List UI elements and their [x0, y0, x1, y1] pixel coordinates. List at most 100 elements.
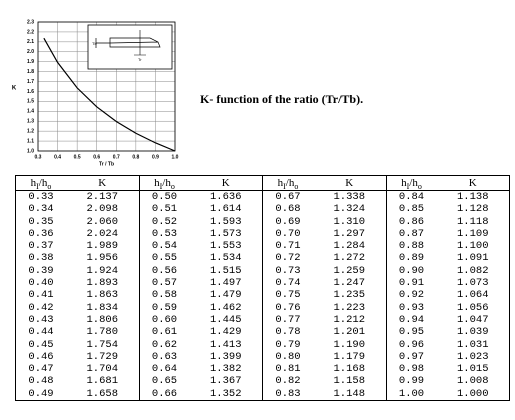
table-cell: 1.247: [313, 277, 387, 290]
table-row: 0.33 2.137 0.50 1.636 0.67 1.338 0.84 1.138: [16, 190, 510, 204]
annotation: Tb: [92, 41, 97, 46]
y-tick-label: 1.2: [27, 128, 34, 134]
table-cell: 1.109: [436, 227, 510, 241]
table-row: 0.46 1.729 0.63 1.399 0.80 1.179 0.97 1.023: [16, 350, 510, 364]
table-cell: 1.399: [189, 350, 263, 364]
header-part: o: [417, 182, 422, 192]
table-cell: 0.92: [398, 289, 425, 302]
inset-arrow: [134, 30, 146, 56]
caption: K- function of the ratio (Tr/Tb).: [200, 92, 364, 106]
table-row: 0.40 1.893 0.57 1.497 0.74 1.247 0.91 1.073: [16, 277, 510, 290]
table-cell: 1.212: [313, 313, 387, 327]
table-cell: 0.76: [275, 301, 301, 314]
table-row: 0.41 1.863 0.58 1.479 0.75 1.235 0.92 1.064: [16, 289, 510, 302]
table-cell: 1.593: [189, 215, 263, 228]
table-cell: 1.047: [436, 313, 510, 327]
table-cell: 1.553: [189, 240, 263, 253]
table-row: 0.36 2.024 0.53 1.573 0.70 1.297 0.87 1.109: [16, 227, 510, 241]
header-part: h: [30, 176, 37, 189]
table-cell: 0.90: [398, 264, 425, 277]
table-cell: 0.40: [28, 277, 54, 290]
table-cell: 1.091: [436, 252, 510, 265]
x-tick-label: 0.4: [54, 154, 61, 160]
table-cell: 1.064: [436, 289, 510, 302]
x-tick-label: 0.9: [152, 154, 159, 160]
header-cell: K: [313, 175, 387, 191]
table-cell: 0.98: [398, 363, 425, 376]
header-cell: hI/ho: [262, 175, 313, 192]
x-tick-label: 0.3: [35, 154, 42, 160]
table-cell: 0.86: [398, 215, 425, 228]
table-cell: 1.382: [189, 363, 263, 376]
table-cell: 0.56: [151, 264, 178, 277]
table-cell: 1.272: [313, 252, 387, 265]
table-cell: 1.284: [313, 240, 387, 253]
y-tick-label: 2.0: [27, 49, 34, 55]
table-cell: 0.84: [398, 191, 425, 203]
table-cell: 0.43: [28, 313, 54, 326]
table-cell: 1.324: [313, 203, 387, 216]
y-tick-label: 1.3: [27, 119, 34, 125]
table-cell: 0.81: [275, 363, 301, 376]
table-cell: 1.073: [436, 277, 510, 290]
table-cell: 1.534: [189, 252, 263, 265]
table-cell: 1.082: [436, 264, 510, 278]
table-row: 0.48 1.681 0.65 1.367 0.82 1.158 0.99 1.008: [16, 375, 510, 388]
table-cell: 0.60: [151, 313, 178, 326]
header-part: /h: [409, 176, 418, 189]
table-cell: 1.479: [189, 289, 263, 302]
table-cell: 1.201: [313, 326, 387, 339]
x-tick-label: 0.5: [74, 154, 81, 160]
table-row: 0.49 1.658 0.66 1.352 0.83 1.148 1.00 1.000: [16, 387, 510, 401]
table-cell: 0.35: [28, 215, 54, 228]
table-cell: 1.100: [436, 240, 510, 253]
table-cell: 2.060: [66, 215, 140, 228]
table-cell: 1.573: [189, 227, 263, 241]
table-cell: 0.55: [151, 252, 178, 265]
x-tick-label: 0.7: [113, 154, 120, 160]
y-tick-label: 1.8: [27, 69, 34, 75]
table-cell: 1.658: [66, 387, 140, 401]
table-cell: 1.956: [66, 252, 140, 265]
table-cell: 0.46: [28, 350, 54, 363]
table-cell: 0.33: [28, 191, 54, 203]
table-cell: 1.168: [313, 363, 387, 376]
table-cell: 0.74: [275, 277, 301, 290]
table-cell: 1.497: [189, 277, 263, 290]
table-cell: 0.96: [398, 338, 425, 351]
y-tick-label: 2.3: [27, 19, 34, 25]
table-cell: 1.863: [66, 289, 140, 302]
table-cell: 2.137: [66, 190, 140, 204]
table-cell: 1.754: [66, 338, 140, 351]
header-part: h: [401, 176, 407, 189]
table-cell: 0.36: [28, 227, 54, 240]
table-cell: 1.834: [66, 301, 140, 314]
y-tick-label: 1.4: [27, 109, 34, 115]
table-cell: 1.704: [66, 363, 140, 376]
table-cell: 0.64: [151, 363, 178, 376]
header-part: I: [406, 182, 410, 192]
table-cell: 0.45: [28, 338, 54, 351]
header-part: o: [294, 182, 299, 192]
table-cell: 2.098: [66, 203, 140, 216]
y-tick-label: 1.1: [27, 138, 34, 144]
header-cell: K: [189, 175, 263, 191]
y-tick-label: 1.9: [27, 59, 34, 65]
table-cell: 1.00: [398, 387, 425, 400]
table-cell: 1.259: [313, 264, 387, 278]
y-tick-label: 2.2: [27, 29, 34, 35]
table-cell: 0.97: [398, 350, 425, 363]
table-cell: 0.79: [275, 338, 301, 351]
header-part: o: [47, 182, 52, 192]
table-cell: 1.989: [66, 240, 140, 253]
table-cell: 1.148: [313, 387, 387, 401]
table-cell: 1.429: [189, 326, 263, 339]
table-cell: 1.924: [66, 264, 140, 278]
table-cell: 1.515: [189, 264, 263, 278]
table-cell: 0.67: [275, 191, 301, 203]
table-cell: 0.58: [151, 289, 178, 302]
header-part: o: [170, 182, 175, 192]
table-cell: 1.000: [436, 387, 510, 401]
table-cell: 1.138: [436, 190, 510, 204]
